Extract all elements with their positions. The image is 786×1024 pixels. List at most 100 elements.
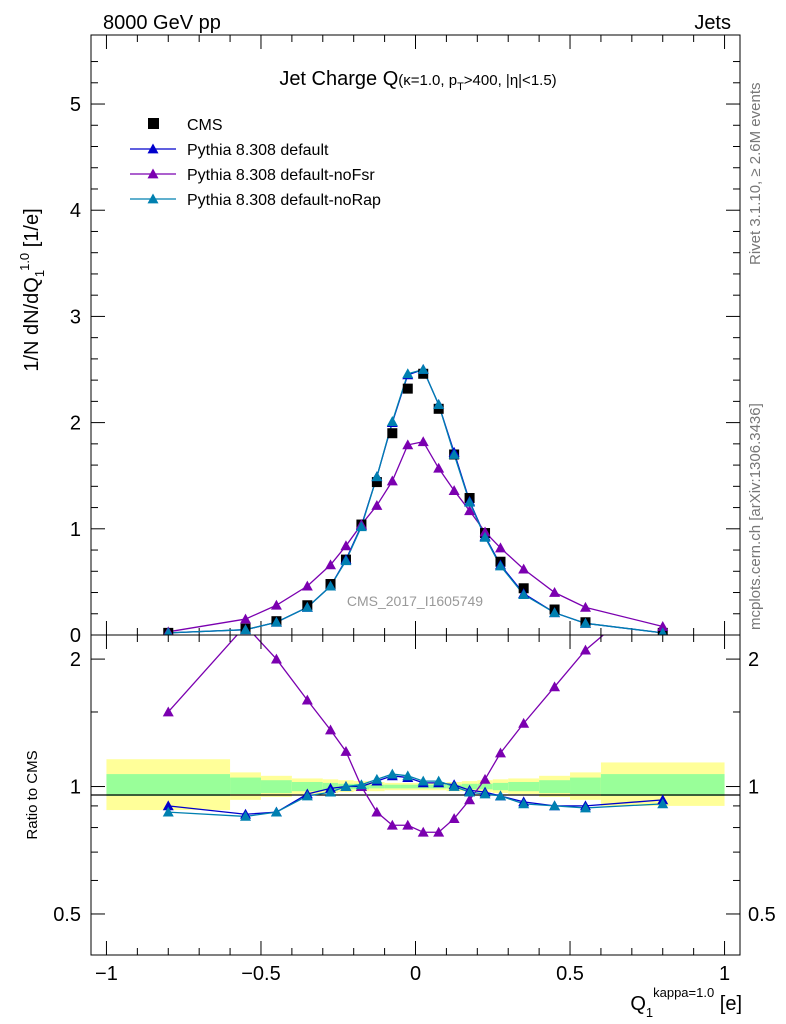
series-point-3 bbox=[433, 399, 445, 409]
ratio-point-1 bbox=[325, 724, 337, 735]
series-point-2 bbox=[301, 580, 313, 591]
ratio-line-0 bbox=[168, 775, 663, 815]
ratio-point-2 bbox=[386, 768, 398, 779]
series-point-3 bbox=[270, 616, 282, 627]
chart-title-sub: T bbox=[457, 81, 464, 93]
series-point-2 bbox=[448, 485, 460, 495]
series-point-2 bbox=[417, 436, 429, 447]
ratio-y-tick-label-right: 1 bbox=[748, 777, 759, 799]
ratio-line-1 bbox=[167, 635, 605, 833]
rivet-label: Rivet 3.1.10, ≥ 2.6M events bbox=[747, 83, 764, 266]
x-tick-label: 0 bbox=[410, 963, 421, 985]
series-point-3 bbox=[164, 627, 173, 635]
cms-data-point bbox=[371, 477, 382, 488]
ratio-point-1 bbox=[270, 653, 282, 664]
ratio-point-2 bbox=[325, 786, 337, 797]
series-point-3 bbox=[549, 607, 561, 618]
band-inner bbox=[477, 783, 493, 790]
ratio-point-2 bbox=[433, 775, 445, 786]
x-tick-label: −1 bbox=[95, 963, 118, 985]
band-inner bbox=[400, 784, 416, 789]
series-point-2 bbox=[657, 621, 669, 631]
series-point-2 bbox=[371, 499, 383, 510]
series-point-2 bbox=[579, 601, 591, 612]
header-energy-label: 8000 GeV pp bbox=[103, 12, 221, 34]
series-point-3 bbox=[494, 560, 506, 571]
top-y-tick-label: 4 bbox=[70, 200, 81, 222]
ratio-point-2 bbox=[270, 806, 282, 817]
ratio-y-tick-label-right: 2 bbox=[748, 649, 759, 671]
ratio-point-1 bbox=[433, 826, 445, 837]
ratio-y-axis-title: Ratio to CMS bbox=[24, 750, 41, 839]
x-tick-label: 0.5 bbox=[556, 963, 584, 985]
series-point-2 bbox=[433, 462, 445, 473]
ratio-point-1 bbox=[494, 747, 506, 758]
series-point-2 bbox=[479, 526, 491, 537]
series-point-3 bbox=[355, 521, 367, 532]
ratio-y-tick-label: 0.5 bbox=[53, 904, 81, 926]
band-inner bbox=[260, 780, 292, 794]
series-point-3 bbox=[518, 589, 530, 600]
ratio-point-2 bbox=[479, 788, 491, 799]
ratio-point-2 bbox=[355, 779, 367, 790]
series-point-3 bbox=[402, 368, 414, 379]
legend-label-1: Pythia 8.308 default bbox=[187, 142, 329, 159]
ratio-point-1 bbox=[386, 819, 398, 830]
ratio-point-1 bbox=[417, 826, 429, 837]
legend-marker-3 bbox=[147, 193, 159, 204]
top-panel-ticks: 0 1 2 3 4 5 bbox=[70, 35, 740, 647]
ratio-point-2 bbox=[579, 802, 591, 813]
series-point-2 bbox=[518, 563, 530, 574]
top-y-axis-title-main: 1/N dN/dQ bbox=[21, 277, 43, 371]
series-point-2 bbox=[340, 540, 352, 551]
top-y-tick-label: 1 bbox=[70, 519, 81, 541]
ratio-point-0 bbox=[162, 800, 174, 811]
x-axis-title: Q1kappa=1.0 [e] bbox=[630, 985, 742, 1020]
top-y-axis-title-unit: [1/e] bbox=[21, 208, 43, 252]
series-point-2 bbox=[464, 505, 476, 516]
top-y-tick-label: 2 bbox=[70, 413, 81, 435]
series-point-2 bbox=[270, 599, 282, 610]
ratio-point-1 bbox=[402, 819, 414, 830]
legend: CMS Pythia 8.308 default Pythia 8.308 defa… bbox=[130, 117, 381, 209]
ratio-point-2 bbox=[417, 775, 429, 786]
series-point-3 bbox=[658, 627, 667, 635]
series-point-3 bbox=[240, 624, 252, 635]
series-point-2 bbox=[240, 613, 252, 624]
band-inner bbox=[570, 777, 601, 795]
legend-marker-1 bbox=[147, 143, 159, 154]
series-point-3 bbox=[464, 496, 476, 507]
band-inner bbox=[230, 777, 261, 795]
legend-label-3: Pythia 8.308 default-noRap bbox=[187, 192, 381, 209]
ratio-point-1 bbox=[301, 694, 313, 705]
series-point-2 bbox=[325, 559, 337, 570]
series-point-2 bbox=[386, 475, 398, 486]
bottom-panel: 0.5 0.51 12 2−1 −0.5 0 0.5 1 Ratio to CMS Q1kap… bbox=[24, 634, 776, 1020]
ratio-point-2 bbox=[464, 786, 476, 797]
ratio-point-2 bbox=[301, 790, 313, 801]
mcplots-label: mcplots.cern.ch [arXiv:1306.3436] bbox=[747, 403, 764, 630]
bottom-panel-ticks: 0.5 0.5 1 1 2 2 −1 −0.5 0 0.5 1 bbox=[53, 635, 776, 985]
band-inner bbox=[384, 784, 401, 789]
band-inner bbox=[369, 784, 385, 789]
ratio-y-tick-label-right: 0.5 bbox=[748, 904, 776, 926]
ratio-point-2 bbox=[518, 798, 530, 809]
top-y-axis-title-sup: 1.0 bbox=[17, 253, 32, 271]
chart-title-tail: >400, |η|<1.5) bbox=[464, 72, 557, 89]
legend-label-0: CMS bbox=[187, 117, 223, 134]
x-axis-title-unit: [e] bbox=[714, 993, 742, 1015]
series-point-2 bbox=[549, 587, 561, 597]
header-category-label: Jets bbox=[694, 12, 731, 34]
ratio-point-1 bbox=[549, 681, 561, 692]
chart-title: Jet Charge Q(κ=1.0, pT>400, |η|<1.5) bbox=[279, 68, 556, 93]
ratio-point-2 bbox=[340, 781, 352, 791]
band-inner bbox=[600, 774, 725, 796]
top-panel: 0 1 2 3 4 5 Jet Charge Q(κ=1.0, pT>400, |η|<1… bbox=[17, 34, 741, 647]
x-tick-label: −0.5 bbox=[241, 963, 280, 985]
x-axis-title-main: Q bbox=[630, 993, 646, 1015]
series-point-3 bbox=[340, 555, 352, 566]
series-point-2 bbox=[402, 439, 414, 450]
ratio-point-1 bbox=[340, 745, 352, 756]
chart-title-main: Jet Charge Q bbox=[279, 68, 398, 90]
